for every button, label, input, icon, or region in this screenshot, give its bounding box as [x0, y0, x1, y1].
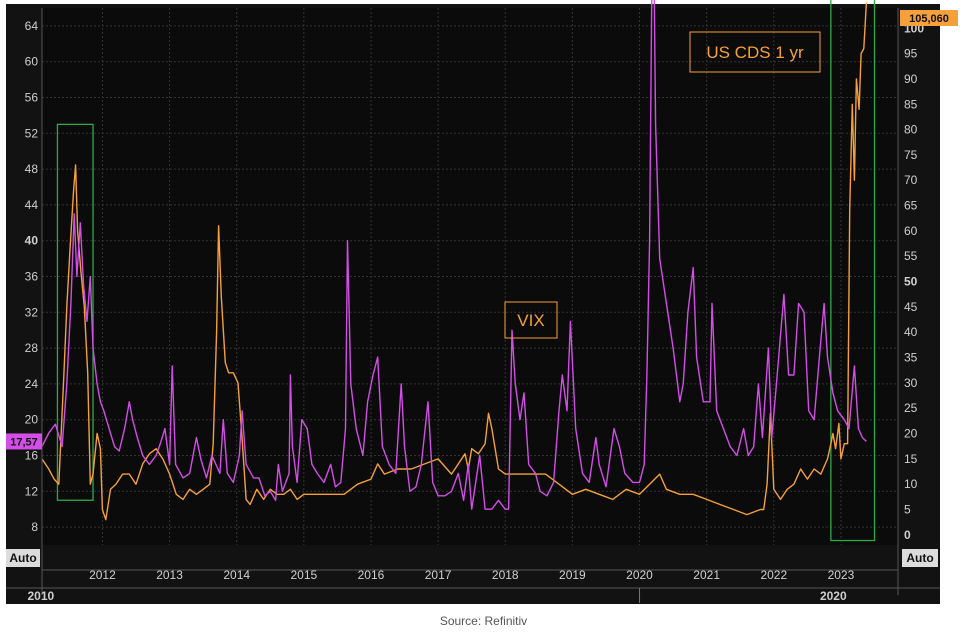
decade-label: 2010	[27, 589, 54, 603]
x-tick-label: 2014	[223, 568, 250, 582]
right-tick-label: 25	[904, 401, 918, 415]
left-tick-label: 16	[25, 449, 39, 463]
left-auto-badge	[6, 549, 40, 567]
highlight-box	[56, 123, 94, 501]
right-tick-label: 40	[904, 325, 918, 339]
x-tick-label: 2012	[89, 568, 116, 582]
right-tick-label: 80	[904, 123, 918, 137]
right-tick-label: 90	[904, 72, 918, 86]
x-tick-label: 2015	[290, 568, 317, 582]
series-line-vix	[41, 0, 867, 510]
right-tick-label: 70	[904, 173, 918, 187]
right-tick-label: 75	[904, 148, 918, 162]
left-tick-label: 24	[25, 377, 39, 391]
x-tick-label: 2013	[156, 568, 183, 582]
series-line-us-cds	[41, 2, 868, 521]
left-tick-label: 44	[25, 198, 39, 212]
right-tick-label: 85	[904, 97, 918, 111]
source-note: Source: Refinitiv	[439, 614, 528, 628]
cds-current-badge	[900, 10, 958, 26]
left-tick-label: 40	[25, 234, 39, 248]
vix-current-badge	[6, 433, 42, 450]
left-tick-label: 20	[25, 413, 39, 427]
x-tick-label: 2021	[693, 568, 720, 582]
left-tick-label: 32	[25, 305, 39, 319]
right-tick-label: 0	[904, 528, 911, 542]
right-tick-label: 35	[904, 351, 918, 365]
right-tick-label: 20	[904, 427, 918, 441]
right-tick-label: 10	[904, 477, 918, 491]
left-tick-label: 48	[25, 162, 39, 176]
decade-label: 2020	[820, 589, 847, 603]
left-tick-label: 52	[25, 126, 39, 140]
left-tick-label: 56	[25, 91, 39, 105]
x-tick-label: 2023	[828, 568, 855, 582]
right-tick-label: 55	[904, 249, 918, 263]
right-tick-label: 45	[904, 300, 918, 314]
right-tick-label: 50	[904, 275, 918, 289]
right-tick-label: 5	[904, 503, 911, 517]
right-auto-badge	[902, 549, 938, 567]
left-tick-label: 64	[25, 19, 39, 33]
cds-current-value: 105,060	[909, 13, 949, 25]
left-tick-label: 28	[25, 341, 39, 355]
highlight-box	[830, 0, 876, 542]
right-tick-label: 15	[904, 452, 918, 466]
right-tick-label: 60	[904, 224, 918, 238]
x-tick-label: 2018	[492, 568, 519, 582]
left-tick-label: 8	[31, 520, 38, 534]
right-tick-label: 65	[904, 199, 918, 213]
vix-annotation: VIX	[517, 311, 544, 330]
vix-current-value: 17,57	[10, 436, 38, 448]
right-auto-label: Auto	[906, 551, 933, 565]
x-tick-label: 2020	[626, 568, 653, 582]
left-auto-label: Auto	[9, 551, 36, 565]
left-tick-label: 60	[25, 55, 39, 69]
x-tick-label: 2017	[425, 568, 452, 582]
right-tick-label: 30	[904, 376, 918, 390]
left-tick-label: 36	[25, 270, 39, 284]
cds-annotation-box	[689, 31, 821, 73]
chart-svg: 8 12 16 20 24 28 32 36 40 44 48 52 56 60 64 0 5 10 15 20 25 3…	[6, 0, 958, 603]
x-tick-label: 2022	[760, 568, 787, 582]
x-tick-label: 2019	[559, 568, 586, 582]
x-tick-label: 2016	[358, 568, 385, 582]
right-tick-label: 95	[904, 47, 918, 61]
left-tick-label: 12	[25, 484, 39, 498]
vix-annotation-box	[504, 301, 558, 339]
cds-annotation: US CDS 1 yr	[706, 43, 804, 62]
